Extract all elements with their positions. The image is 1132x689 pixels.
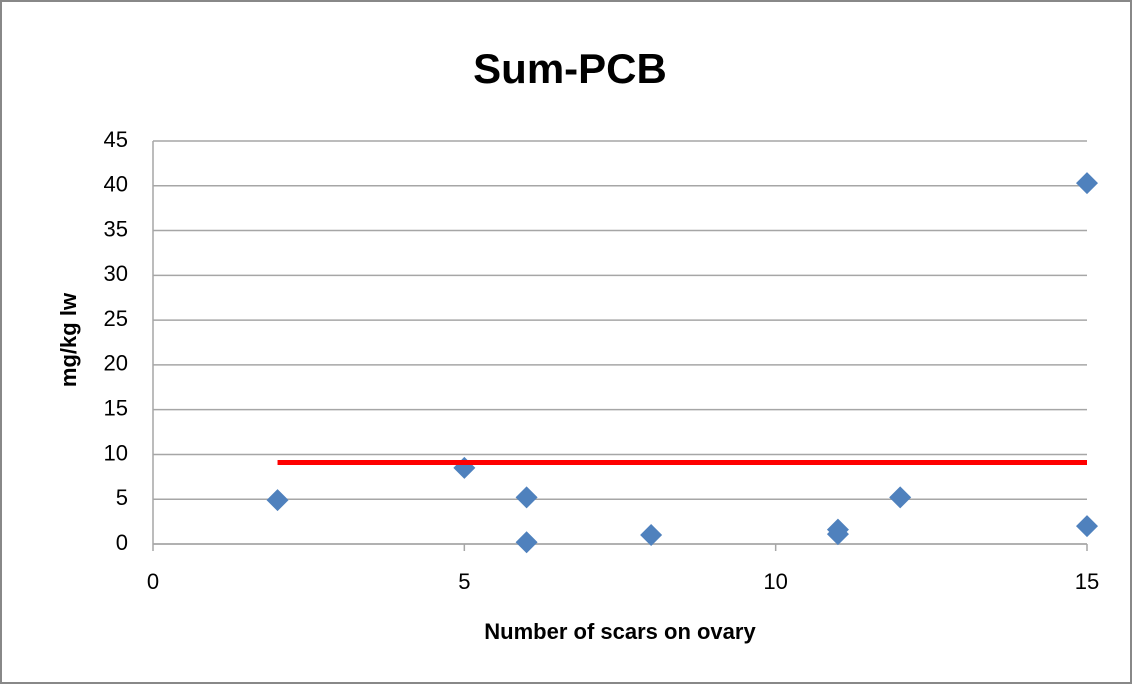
x-tick-label: 15 bbox=[1075, 569, 1099, 594]
y-tick-label: 30 bbox=[104, 261, 128, 286]
y-axis-title: mg/kg lw bbox=[56, 292, 81, 387]
y-tick-label: 25 bbox=[104, 306, 128, 331]
scatter-point bbox=[826, 523, 849, 546]
scatter-point bbox=[1076, 515, 1098, 538]
scatter-point bbox=[1076, 172, 1098, 195]
x-tick-label: 10 bbox=[763, 569, 787, 594]
x-axis-title: Number of scars on ovary bbox=[484, 619, 756, 644]
y-tick-label: 10 bbox=[104, 440, 128, 465]
scatter-point bbox=[640, 524, 663, 547]
y-tick-label: 35 bbox=[104, 216, 128, 241]
y-tick-label: 45 bbox=[104, 127, 128, 152]
scatter-point bbox=[889, 486, 912, 509]
scatter-point bbox=[266, 489, 289, 512]
scatter-point bbox=[515, 531, 538, 554]
y-tick-label: 15 bbox=[104, 395, 128, 420]
chart-title: Sum-PCB bbox=[473, 45, 667, 92]
y-tick-label: 40 bbox=[104, 172, 128, 197]
y-tick-label: 20 bbox=[104, 351, 128, 376]
scatter-point bbox=[515, 486, 538, 509]
x-tick-label: 0 bbox=[147, 569, 159, 594]
x-tick-label: 5 bbox=[458, 569, 470, 594]
y-tick-label: 5 bbox=[116, 485, 128, 510]
y-tick-label: 0 bbox=[116, 530, 128, 555]
